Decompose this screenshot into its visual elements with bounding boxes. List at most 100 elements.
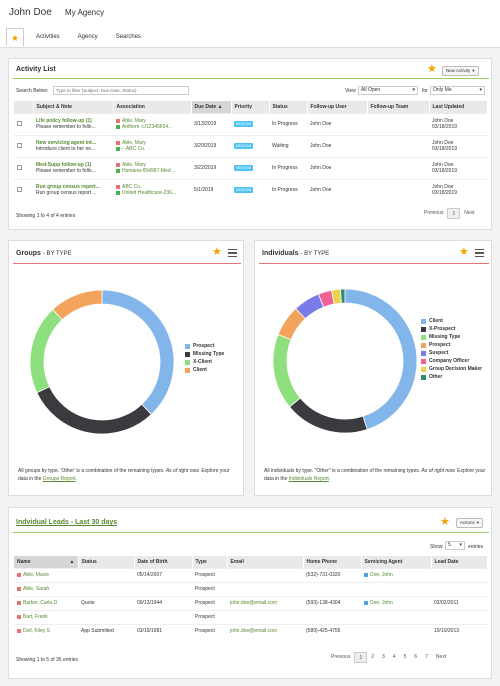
column-header[interactable]: Follow-up User [307, 101, 368, 113]
email-cell[interactable]: john.doe@email.com [227, 595, 303, 610]
slice-x-client[interactable] [29, 308, 63, 394]
slice-missing-type[interactable] [36, 386, 152, 435]
groups-report-link[interactable]: Groups Report [42, 476, 76, 482]
row-checkbox[interactable] [17, 120, 22, 126]
individuals-report-link[interactable]: Individuals Report [288, 476, 329, 482]
row-select[interactable] [14, 134, 33, 157]
lead-row[interactable]: Doll, Kiley S App Submitted 03/19/1981 Pros… [14, 623, 488, 638]
row-select[interactable] [14, 156, 33, 179]
pager-page-4[interactable]: 4 [392, 654, 396, 660]
tab-agency[interactable]: Agency [77, 34, 98, 40]
pager-next[interactable]: Next [435, 654, 447, 660]
leads-title[interactable]: Indvidual Leads - Last 30 days [16, 519, 118, 526]
for-select[interactable]: Only Me ▾ [430, 86, 485, 95]
star-icon[interactable]: ★ [440, 516, 450, 528]
column-header[interactable]: Status [269, 101, 308, 113]
activity-row[interactable]: Life policy follow-up (1) Please remember… [14, 112, 488, 135]
legend-item[interactable]: Missing Type [185, 350, 224, 358]
agent-link[interactable]: Doe, John [370, 600, 393, 606]
lead-row[interactable]: Barker, Carla D Quote 09/13/1944 Prospect jo… [14, 595, 488, 610]
legend-item[interactable]: Prospect [421, 341, 482, 349]
column-header[interactable]: Association [113, 101, 192, 113]
legend-item[interactable]: X-Prospect [421, 325, 482, 333]
lead-name-link[interactable]: Barker, Carla D [23, 600, 58, 606]
lead-name-link[interactable]: Able, Sarah [23, 586, 50, 592]
legend-item[interactable]: X-Client [185, 358, 224, 366]
agent-link[interactable]: Doe, John [370, 572, 393, 578]
row-checkbox[interactable] [17, 186, 22, 192]
subject-link[interactable]: Run group census report... [36, 184, 100, 191]
email-cell[interactable]: john.doe@email.com [227, 623, 303, 638]
subject-link[interactable]: Med-Supp follow-up (1) [36, 162, 92, 168]
column-header[interactable]: Status [78, 556, 135, 568]
row-select[interactable] [14, 112, 33, 135]
column-header[interactable]: Servicing Agent [361, 556, 432, 568]
email-cell[interactable] [227, 609, 303, 624]
lead-name-link[interactable]: Able, Macie [23, 572, 50, 578]
email-cell[interactable] [227, 567, 303, 582]
slice-client[interactable] [52, 289, 103, 321]
tab-activities[interactable]: Activities [36, 34, 60, 40]
column-header[interactable]: Date of Birth [134, 556, 193, 568]
legend-item[interactable]: Group Decision Maker [421, 365, 482, 373]
column-header[interactable]: Lead Date [431, 556, 488, 568]
row-checkbox[interactable] [17, 164, 22, 170]
legend-item[interactable]: Prospect [185, 342, 224, 350]
lead-row[interactable]: Able, Macie 05/14/2007 Prospect (532)-731-0… [14, 567, 488, 582]
column-header[interactable]: Priority [231, 101, 270, 113]
star-icon[interactable]: ★ [427, 63, 437, 75]
pager-next[interactable]: Next [464, 210, 475, 216]
column-header[interactable]: Subject & Note [33, 101, 114, 113]
pager-page-6[interactable]: 6 [414, 654, 418, 660]
legend-item[interactable]: Client [185, 366, 224, 374]
row-checkbox[interactable] [17, 142, 22, 148]
pager-page-5[interactable]: 5 [403, 654, 407, 660]
legend-item[interactable]: Other [421, 373, 482, 381]
column-header[interactable]: Email [227, 556, 304, 568]
legend-item[interactable]: Suspect [421, 349, 482, 357]
pager-page-1[interactable]: 1 [354, 652, 368, 663]
activity-row[interactable]: New servicing agent int... Introduce clie… [14, 134, 488, 157]
pager-page-7[interactable]: 7 [425, 654, 428, 660]
association-link[interactable]: Anthem -U12345654... [122, 124, 173, 130]
pager-previous[interactable]: Previous [424, 210, 444, 216]
activity-row[interactable]: Med-Supp follow-up (1) Please remember to… [14, 156, 488, 179]
star-icon[interactable]: ★ [212, 246, 222, 258]
tab-searches[interactable]: Searches [115, 34, 142, 40]
legend-item[interactable]: Missing Type [421, 333, 482, 341]
tab-favorites[interactable]: ★ [6, 28, 24, 46]
slice-other[interactable] [340, 288, 346, 304]
lead-name-link[interactable]: Doll, Kiley S [23, 628, 50, 635]
association-link[interactable]: ABC Co. [122, 184, 142, 191]
lead-row[interactable]: Bart, Frank Prospect [14, 609, 488, 624]
slice-missing-type[interactable] [272, 333, 301, 408]
association-link[interactable]: Able, Mary [122, 162, 146, 168]
activity-row[interactable]: Run group census report... Run group cens… [14, 178, 488, 201]
association-link[interactable]: – ABC Co. [122, 146, 146, 152]
actions-button[interactable]: Actions ▾ [456, 518, 484, 528]
column-header[interactable]: Type [192, 556, 228, 568]
email-cell[interactable] [227, 581, 303, 596]
row-select[interactable] [14, 178, 33, 201]
column-header[interactable]: Follow-up Team [367, 101, 430, 113]
association-link[interactable]: Humana-654987-Med ... [122, 168, 177, 174]
star-icon[interactable]: ★ [459, 246, 469, 258]
pager-previous[interactable]: Previous [331, 654, 351, 660]
pager-page-2[interactable]: 2 [371, 654, 375, 660]
pager-page[interactable]: 1 [447, 208, 461, 219]
legend-item[interactable]: Company Officer [421, 357, 482, 365]
view-select[interactable]: All Open ▾ [358, 86, 418, 95]
association-link[interactable]: United Healthcare-236... [122, 190, 177, 197]
search-input[interactable] [53, 86, 189, 95]
new-activity-button[interactable]: New Activity ▾ [442, 66, 479, 76]
column-header[interactable]: Home Phone [303, 556, 362, 568]
slice-x-prospect[interactable] [288, 397, 368, 434]
subject-link[interactable]: Life policy follow-up (1) [36, 118, 92, 124]
column-header-sorted[interactable]: Name ▲ [14, 556, 79, 568]
lead-name-link[interactable]: Bart, Frank [23, 614, 48, 620]
slice-prospect[interactable] [101, 289, 175, 416]
menu-icon[interactable] [228, 249, 237, 257]
page-size-select[interactable]: 5 ▾ [445, 541, 465, 550]
pager-page-3[interactable]: 3 [382, 654, 385, 660]
slice-client[interactable] [344, 288, 418, 430]
